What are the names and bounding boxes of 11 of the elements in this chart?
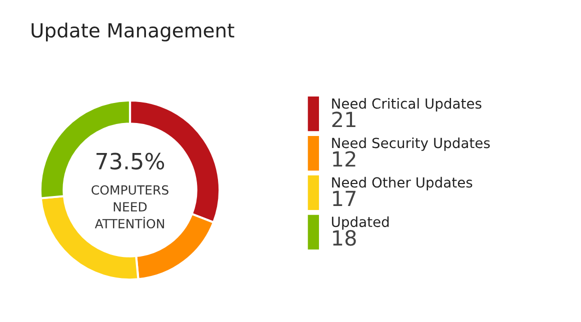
legend-label: Need Critical Updates [332,98,482,112]
legend-label: Need Other Updates [332,176,472,190]
data-label: 21 [332,112,356,128]
data-label: 18 [333,230,356,246]
legend-label: Updated [332,216,389,230]
data-label: 17 [333,190,356,206]
text: COMPUTERS NEED ATTENTİON [92,185,168,228]
legend-label: Need Security Updates [332,137,490,151]
data-label: 12 [333,151,356,167]
chart-title: Update Management [32,22,234,42]
text: 73.5% [96,152,164,170]
